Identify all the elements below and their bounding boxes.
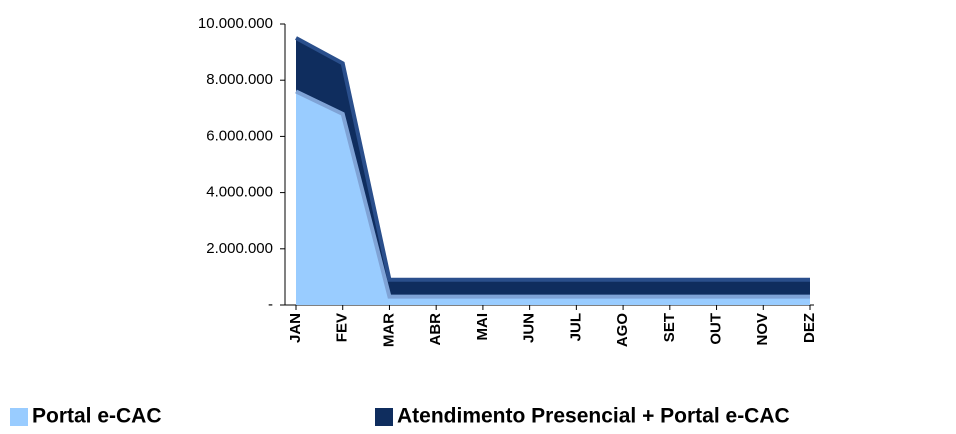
x-tick-label: MAR bbox=[380, 313, 397, 347]
x-tick-label: JUN bbox=[521, 313, 538, 343]
legend-label: Atendimento Presencial + Portal e-CAC bbox=[397, 405, 790, 428]
x-tick-label: FEV bbox=[334, 313, 351, 342]
area-edge bbox=[295, 89, 810, 299]
y-tick-label: 4.000.000 bbox=[206, 184, 273, 201]
x-tick-label: DEZ bbox=[801, 313, 818, 343]
area bbox=[296, 91, 810, 305]
x-tick-label: JAN bbox=[287, 313, 304, 343]
x-tick-label: AGO bbox=[614, 313, 631, 348]
legend-swatch bbox=[10, 408, 28, 426]
legend-swatch bbox=[375, 408, 393, 426]
y-tick-label: 10.000.000 bbox=[198, 15, 273, 32]
x-tick-label: MAI bbox=[474, 313, 491, 341]
y-tick-label: 2.000.000 bbox=[206, 240, 273, 257]
y-tick-label: 6.000.000 bbox=[206, 127, 273, 144]
x-tick-label: ABR bbox=[427, 313, 444, 346]
area-edge bbox=[295, 36, 810, 282]
legend-label: Portal e-CAC bbox=[32, 405, 162, 428]
x-tick-label: SET bbox=[661, 313, 678, 342]
x-tick-label: JUL bbox=[567, 313, 584, 341]
y-tick-label: 8.000.000 bbox=[206, 71, 273, 88]
x-tick-label: NOV bbox=[754, 313, 771, 346]
y-tick-label: - bbox=[268, 296, 273, 313]
x-tick-label: OUT bbox=[708, 313, 725, 345]
